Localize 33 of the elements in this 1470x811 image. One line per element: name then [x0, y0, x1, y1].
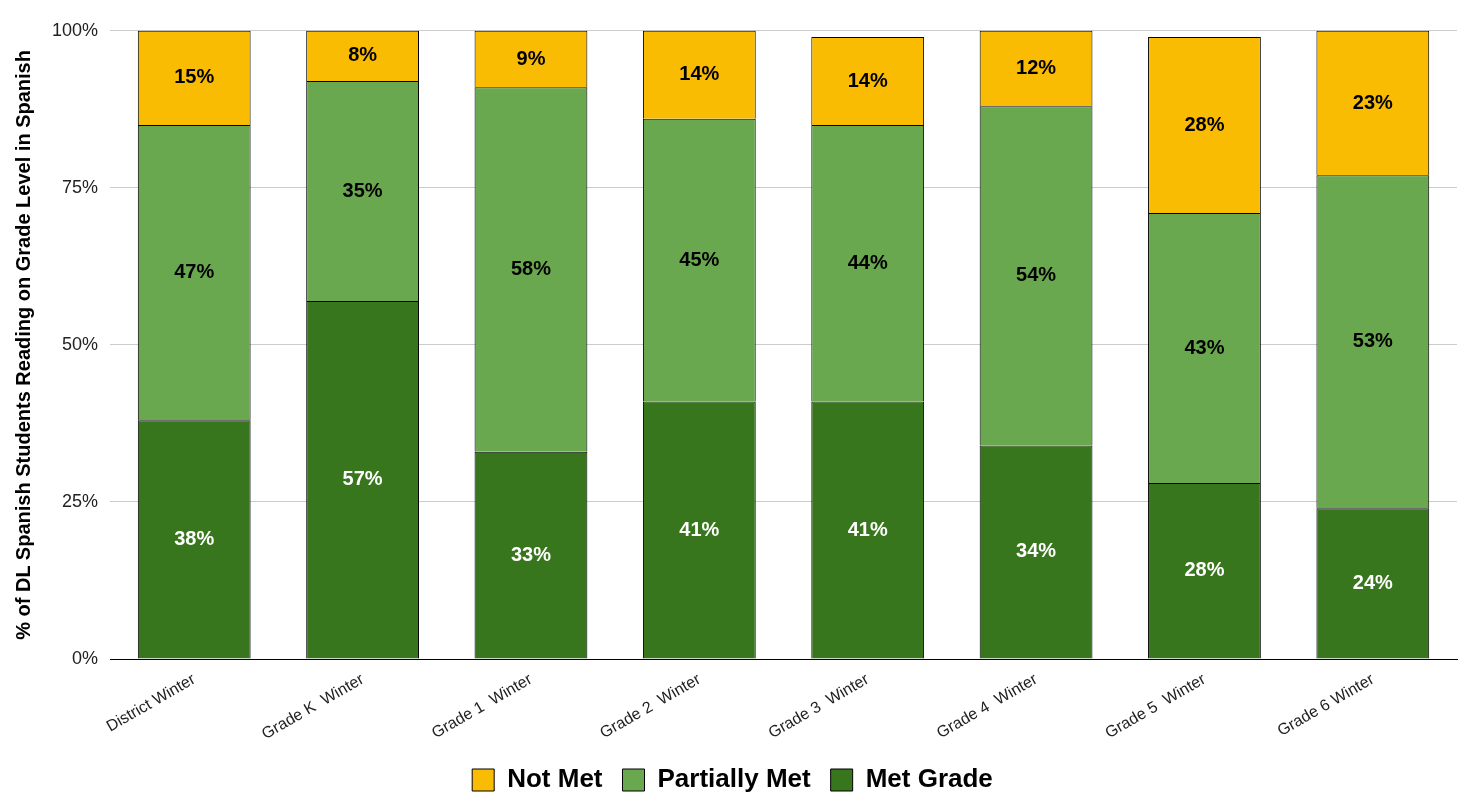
data-label: 47%	[174, 260, 215, 283]
data-label: 43%	[1184, 335, 1225, 358]
data-label: 9%	[516, 46, 546, 69]
y-tick-label: 25%	[62, 490, 99, 511]
data-label: 23%	[1352, 90, 1394, 113]
data-label: 15%	[174, 65, 215, 88]
legend-label: Met Grade	[865, 763, 993, 794]
data-label: 28%	[1184, 112, 1225, 135]
data-label: 8%	[348, 43, 378, 66]
data-label: 58%	[510, 257, 552, 280]
legend-label: Partially Met	[657, 763, 812, 794]
data-label: 14%	[679, 62, 720, 85]
data-label: 45%	[679, 247, 720, 270]
data-label: 44%	[847, 250, 888, 273]
y-tick-label: 50%	[62, 333, 99, 354]
y-tick-label: 75%	[62, 176, 99, 197]
y-tick-label: 100%	[51, 19, 99, 40]
data-label: 34%	[1016, 539, 1057, 562]
data-label: 38%	[174, 526, 215, 549]
data-label: 33%	[510, 542, 552, 565]
data-label: 54%	[1016, 263, 1057, 286]
data-label: 41%	[679, 517, 720, 540]
y-axis-title: % of DL Spanish Students Reading on Grade Level in Spanish	[11, 50, 34, 640]
data-label: 41%	[847, 517, 888, 540]
data-label: 24%	[1352, 570, 1394, 593]
data-label: 53%	[1352, 329, 1394, 352]
data-label: 35%	[342, 178, 383, 201]
data-label: 28%	[1184, 558, 1225, 581]
data-label: 14%	[847, 68, 888, 91]
y-tick-label: 0%	[72, 647, 99, 668]
legend-label: Not Met	[507, 763, 603, 794]
data-label: 57%	[342, 467, 383, 490]
data-label: 12%	[1016, 56, 1057, 79]
